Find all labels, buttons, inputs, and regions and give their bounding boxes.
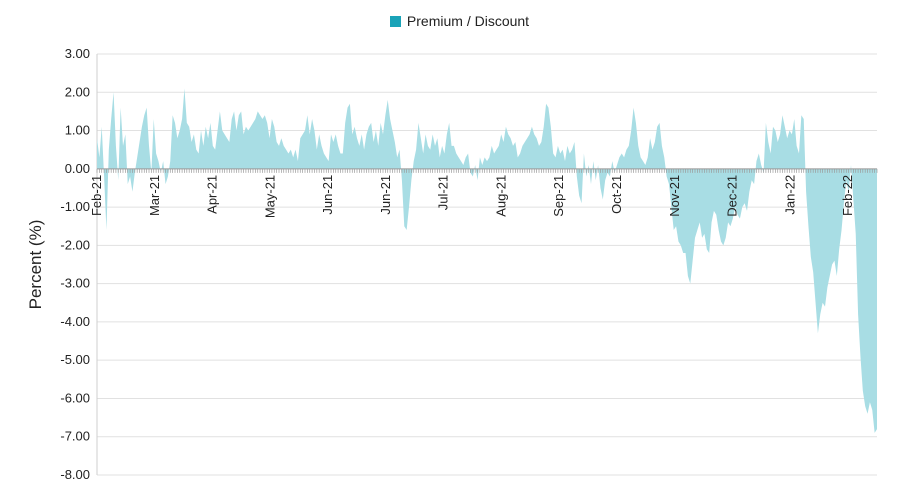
y-tick-label: 3.00 [65, 46, 90, 61]
y-tick-label: 0.00 [65, 161, 90, 176]
x-tick-label: Sep-21 [551, 175, 566, 217]
y-tick-label: -7.00 [60, 429, 90, 444]
y-tick-label: -3.00 [60, 276, 90, 291]
x-tick-label: Nov-21 [667, 175, 682, 217]
y-tick-label: -8.00 [60, 467, 90, 482]
series-area-premium-discount [97, 88, 877, 433]
x-tick-label: Jun-21 [320, 175, 335, 215]
x-tick-label: Jul-21 [436, 175, 451, 210]
legend-swatch-premium-discount [389, 16, 401, 27]
x-tick-label: May-21 [262, 175, 277, 218]
legend-label-premium-discount: Premium / Discount [406, 13, 530, 29]
x-tick-label: Aug-21 [493, 175, 508, 217]
x-tick-label: Feb-22 [840, 175, 855, 216]
x-tick-label: Oct-21 [609, 175, 624, 214]
y-tick-label: -6.00 [60, 390, 90, 405]
x-tick-label: Jan-22 [782, 175, 797, 215]
y-tick-label: 1.00 [65, 123, 90, 138]
x-tick-label: Jun-21 [378, 175, 393, 215]
x-tick-label: Mar-21 [147, 175, 162, 216]
y-tick-label: -4.00 [60, 314, 90, 329]
y-tick-label: -1.00 [60, 199, 90, 214]
x-tick-label: Dec-21 [725, 175, 740, 217]
y-tick-label: -5.00 [60, 352, 90, 367]
y-tick-label: -2.00 [60, 237, 90, 252]
x-tick-label: Feb-21 [89, 175, 104, 216]
chart-legend: Premium / Discount [0, 13, 919, 29]
y-tick-label: 2.00 [65, 84, 90, 99]
y-axis-label: Percent (%) [26, 220, 45, 310]
x-tick-label: Apr-21 [205, 175, 220, 214]
